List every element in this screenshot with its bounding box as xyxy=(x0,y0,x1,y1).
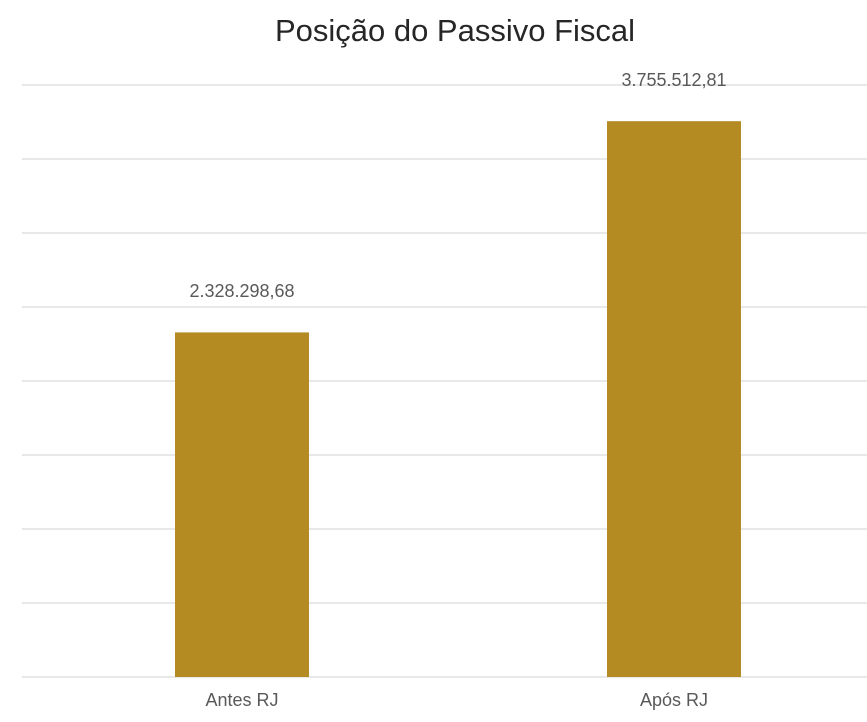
x-tick-label: Antes RJ xyxy=(205,690,278,710)
value-label: 3.755.512,81 xyxy=(621,70,726,90)
bar xyxy=(175,332,309,677)
chart-title: Posição do Passivo Fiscal xyxy=(275,13,635,48)
x-tick-label: Após RJ xyxy=(640,690,708,710)
value-label: 2.328.298,68 xyxy=(189,281,294,301)
bar xyxy=(607,121,741,678)
